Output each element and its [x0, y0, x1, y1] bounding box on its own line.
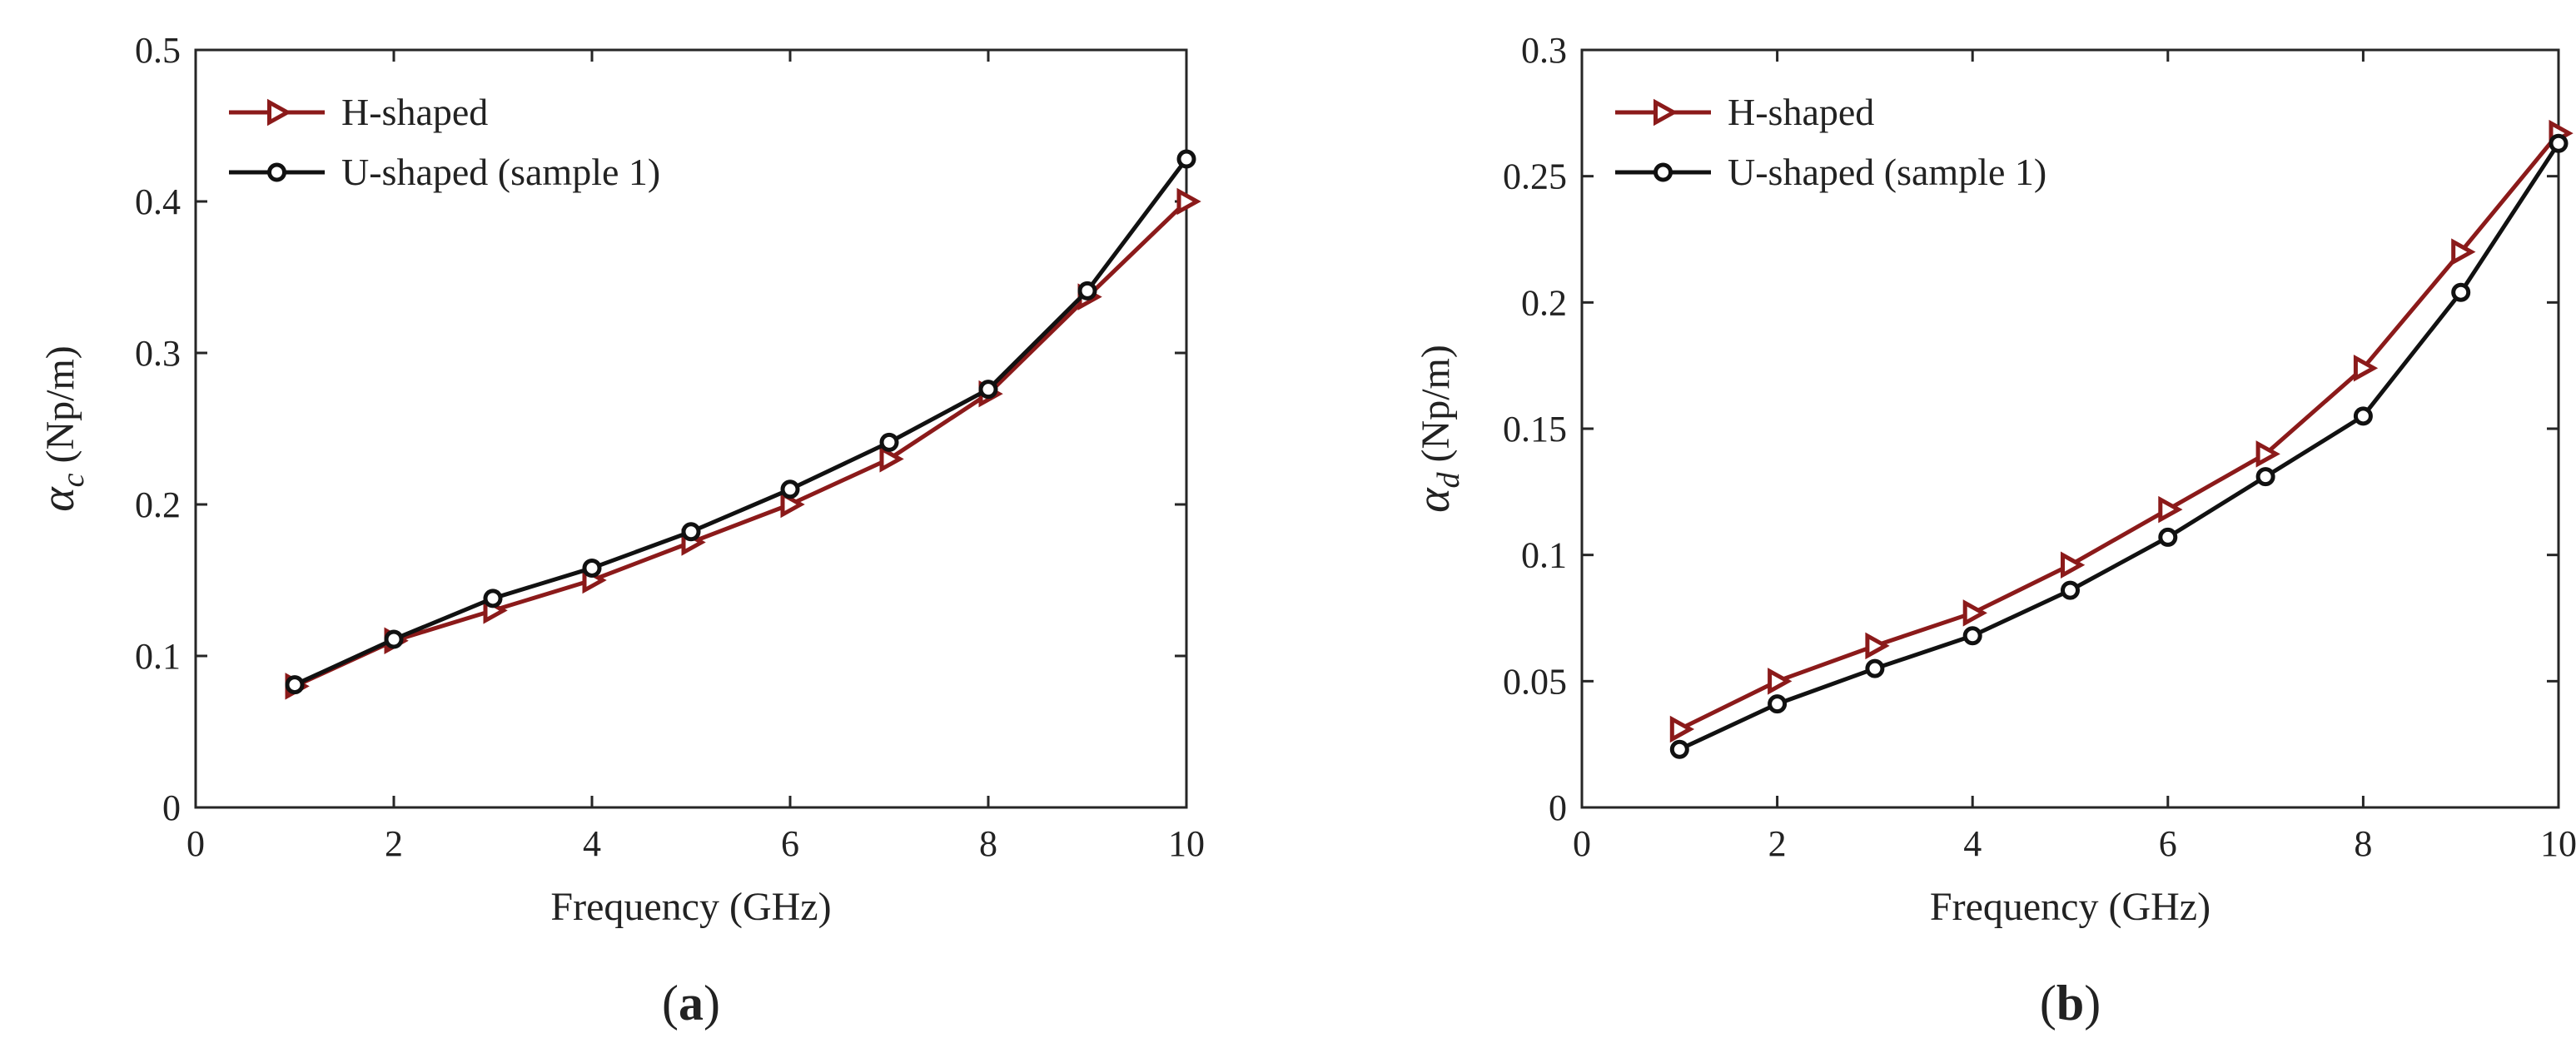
data-point [681, 522, 701, 542]
legend-label: H-shaped [1728, 91, 1874, 133]
series-line [1678, 142, 2561, 752]
legend-marker [267, 98, 292, 127]
series-u-shaped [1669, 133, 2569, 759]
data-point [1768, 694, 1788, 714]
x-tick-label: 8 [979, 823, 997, 864]
y-tick-label: 0.3 [1521, 30, 1567, 71]
data-point [2255, 440, 2280, 468]
y-tick-label: 0.05 [1503, 661, 1567, 702]
y-axis-label: αd (Np/m) [1408, 345, 1466, 513]
x-tick-label: 4 [1963, 823, 1982, 864]
y-tick-label: 0.2 [1521, 282, 1567, 323]
x-tick-label: 4 [583, 823, 601, 864]
y-tick-label: 0 [162, 787, 181, 828]
data-point [1077, 281, 1097, 301]
data-point [2158, 527, 2178, 547]
legend-item: U-shaped (sample 1) [1615, 151, 2046, 193]
data-point [1176, 187, 1201, 216]
y-tick-label: 0.4 [135, 181, 181, 222]
data-point [1176, 149, 1196, 169]
legend-item: U-shaped (sample 1) [229, 151, 660, 193]
data-point [1865, 658, 1885, 678]
plot-area-frame [194, 48, 1188, 809]
x-tick-label: 6 [2159, 823, 2177, 864]
legend-marker [267, 162, 286, 182]
data-point [1669, 715, 1695, 743]
series-line [293, 157, 1188, 687]
y-axis-unit: (Np/m) [1414, 345, 1458, 472]
legend-label: U-shaped (sample 1) [341, 151, 660, 193]
x-tick-label: 0 [186, 823, 205, 864]
legend-marker [1654, 162, 1673, 182]
data-point [879, 445, 904, 473]
y-axis-label: αc (Np/m) [32, 345, 91, 512]
x-tick-label: 10 [1168, 823, 1205, 864]
series-line [293, 200, 1188, 688]
y-tick-label: 0.1 [1521, 535, 1567, 576]
x-tick-label: 2 [385, 823, 403, 864]
x-tick-label: 0 [1573, 823, 1591, 864]
x-tick-label: 10 [2540, 823, 2576, 864]
data-point [879, 432, 899, 452]
y-axis-symbol: α [32, 486, 84, 512]
legend-label: U-shaped (sample 1) [1728, 151, 2046, 193]
legend-item: H-shaped [1615, 91, 1874, 133]
chart-panel-b: 0 2 4 6 8 10 0 0.05 0.1 0.15 0.2 0.25 0.3 Frequency (… [1408, 30, 2576, 1031]
data-point [285, 675, 305, 695]
data-point [483, 589, 503, 608]
data-point [2353, 354, 2379, 382]
y-tick-label: 0.1 [135, 636, 181, 677]
data-point [978, 380, 998, 400]
y-tick-label: 0.25 [1503, 156, 1567, 197]
data-point [2451, 238, 2476, 266]
x-tick-label: 6 [781, 823, 799, 864]
data-point [1768, 668, 1793, 695]
y-tick-label: 0.5 [135, 30, 181, 71]
data-point [2061, 551, 2086, 579]
x-tick-label: 2 [1768, 823, 1787, 864]
panel-label: (a) [662, 976, 720, 1031]
data-point [1865, 632, 1890, 660]
series-u-shaped [285, 149, 1196, 695]
y-tick-label: 0.15 [1503, 409, 1567, 450]
y-axis-unit: (Np/m) [38, 345, 82, 473]
data-point [2158, 495, 2183, 524]
panel-label: (b) [2040, 976, 2101, 1031]
data-point [2353, 406, 2373, 426]
data-point [1962, 626, 1982, 646]
data-point [2061, 580, 2080, 600]
data-point [780, 479, 800, 499]
data-point [780, 490, 805, 519]
data-point [2451, 282, 2471, 302]
legend: H-shaped U-shaped (sample 1) [1615, 91, 2046, 193]
x-tick-label: 8 [2354, 823, 2372, 864]
legend-label: H-shaped [341, 91, 488, 133]
data-point [1962, 599, 1987, 627]
y-axis-subscript: d [1431, 471, 1466, 488]
series-h-shaped [1669, 119, 2574, 743]
legend-marker [1654, 98, 1678, 127]
data-point [2549, 133, 2569, 153]
y-axis-symbol: α [1408, 487, 1460, 513]
x-axis-label: Frequency (GHz) [550, 885, 831, 929]
data-point [582, 558, 602, 578]
data-point [384, 629, 404, 649]
x-axis-label: Frequency (GHz) [1930, 885, 2210, 929]
legend-item: H-shaped [229, 91, 488, 133]
y-tick-label: 0.3 [135, 333, 181, 374]
y-tick-label: 0.2 [135, 484, 181, 525]
series-line [1678, 132, 2560, 732]
y-axis-subscript: c [56, 473, 91, 487]
data-point [1669, 739, 1689, 759]
series-h-shaped [285, 187, 1201, 700]
y-tick-label: 0 [1549, 787, 1567, 828]
chart-panel-a: 0 2 4 6 8 10 0 0.1 0.2 0.3 0.4 0.5 Frequency (GHz) αc… [32, 30, 1205, 1031]
data-point [2255, 467, 2275, 487]
legend: H-shaped U-shaped (sample 1) [229, 91, 660, 193]
